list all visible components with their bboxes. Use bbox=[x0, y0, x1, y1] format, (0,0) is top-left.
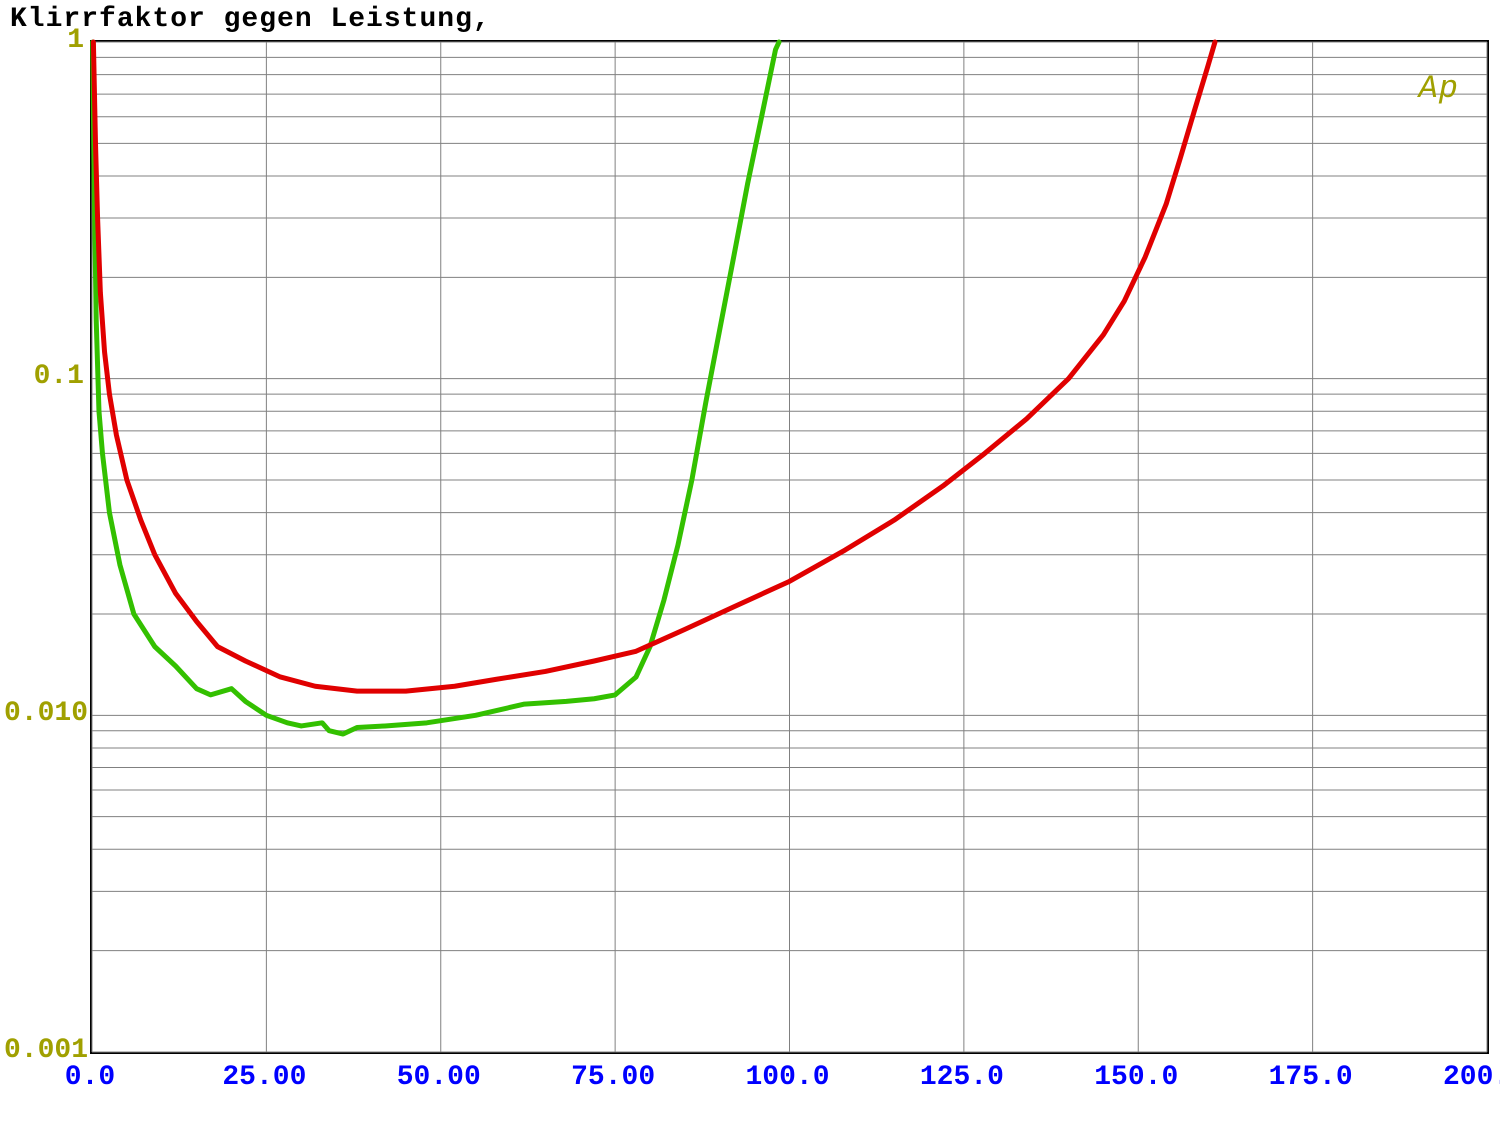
y-tick-label: 0.001 bbox=[4, 1035, 84, 1066]
plot-area: Ap bbox=[90, 40, 1489, 1054]
y-tick-label: 0.1 bbox=[4, 361, 84, 392]
x-tick-label: 50.00 bbox=[397, 1062, 481, 1093]
watermark-label: Ap bbox=[1419, 70, 1459, 107]
y-tick-label: 0.010 bbox=[4, 698, 84, 729]
x-tick-label: 0.0 bbox=[65, 1062, 115, 1093]
x-tick-label: 200.0 bbox=[1443, 1062, 1500, 1093]
x-tick-label: 175.0 bbox=[1269, 1062, 1353, 1093]
series-red bbox=[93, 42, 1215, 691]
x-tick-label: 75.00 bbox=[571, 1062, 655, 1093]
y-tick-label: 1 bbox=[4, 25, 84, 56]
chart-container: Klirrfaktor gegen Leistung, Ap 10.10.010… bbox=[0, 0, 1500, 1125]
x-tick-label: 150.0 bbox=[1094, 1062, 1178, 1093]
series-green bbox=[93, 42, 779, 734]
x-tick-label: 25.00 bbox=[222, 1062, 306, 1093]
plot-svg bbox=[92, 42, 1487, 1052]
x-tick-label: 100.0 bbox=[745, 1062, 829, 1093]
x-tick-label: 125.0 bbox=[920, 1062, 1004, 1093]
